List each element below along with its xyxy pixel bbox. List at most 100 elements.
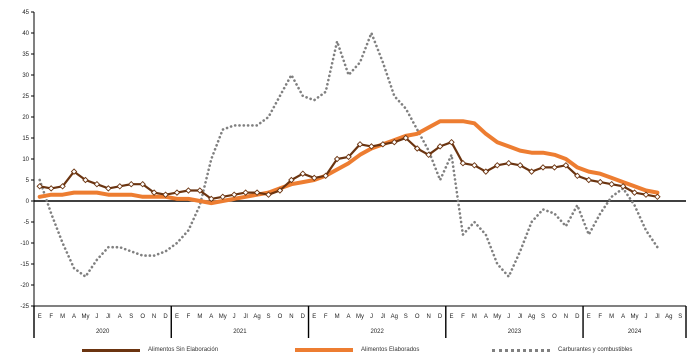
- x-tick-label: M: [609, 314, 614, 320]
- data-point-alimentos-sin-elaboracion: [196, 187, 204, 194]
- data-point-alimentos-sin-elaboracion: [185, 187, 192, 194]
- x-tick-label: N: [426, 314, 430, 320]
- x-tick-label: E: [175, 314, 179, 320]
- data-point-alimentos-sin-elaboracion: [139, 180, 146, 188]
- y-tick-label: -20: [20, 283, 29, 289]
- x-tick-label: O: [415, 314, 420, 320]
- data-point-alimentos-sin-elaboracion: [276, 187, 284, 194]
- x-tick-label: Jl: [106, 314, 110, 320]
- year-label: 2021: [233, 329, 247, 335]
- x-tick-label: S: [129, 314, 133, 320]
- x-tick-label: A: [484, 314, 488, 320]
- x-tick-label: E: [587, 314, 591, 320]
- data-point-alimentos-sin-elaboracion: [265, 191, 272, 198]
- data-point-alimentos-sin-elaboracion: [333, 155, 341, 163]
- y-tick-label: 25: [22, 94, 29, 100]
- legend-swatch-carburantes-y-combustibles: [492, 348, 550, 352]
- data-point-alimentos-sin-elaboracion: [436, 143, 444, 150]
- year-label: 2023: [508, 329, 522, 335]
- y-tick-label: 5: [26, 178, 30, 184]
- legend-item-alimentos-sin-elaboracion: Alimentos Sin Elaboración: [82, 344, 218, 356]
- legend-label-alimentos-sin-elaboracion: Alimentos Sin Elaboración: [148, 347, 219, 353]
- x-tick-label: S: [678, 314, 682, 320]
- legend-label-carburantes-y-combustibles: Carburantes y combustibles: [558, 347, 633, 353]
- x-tick-label: E: [38, 314, 42, 320]
- x-tick-label: Ag: [665, 314, 672, 320]
- y-tick-label: -25: [20, 304, 29, 310]
- y-tick-label: 45: [22, 10, 29, 16]
- data-point-alimentos-sin-elaboracion: [93, 180, 101, 188]
- data-point-alimentos-sin-elaboracion: [654, 193, 661, 201]
- data-point-alimentos-sin-elaboracion: [219, 193, 226, 201]
- legend-swatch-alimentos-elaborados: [295, 348, 353, 352]
- data-point-alimentos-sin-elaboracion: [116, 183, 124, 190]
- x-tick-label: A: [118, 314, 122, 320]
- x-tick-label: Ag: [253, 314, 260, 320]
- legend-swatch-alimentos-sin-elaboracion: [82, 348, 140, 352]
- x-tick-label: D: [438, 314, 443, 320]
- data-point-alimentos-sin-elaboracion: [150, 189, 158, 196]
- x-tick-label: J: [507, 314, 510, 320]
- x-tick-label: Ag: [528, 314, 535, 320]
- x-tick-label: O: [140, 314, 145, 320]
- y-tick-label: 40: [22, 31, 29, 37]
- series-line-alimentos-elaborados: [37, 119, 660, 206]
- x-tick-label: F: [187, 314, 191, 320]
- x-tick-label: O: [278, 314, 283, 320]
- data-point-alimentos-sin-elaboracion: [105, 185, 112, 192]
- x-tick-label: E: [450, 314, 454, 320]
- y-tick-label: -5: [24, 220, 30, 226]
- data-point-alimentos-sin-elaboracion: [208, 195, 215, 203]
- x-tick-label: F: [49, 314, 53, 320]
- data-point-alimentos-sin-elaboracion: [471, 162, 478, 169]
- x-tick-label: M: [60, 314, 65, 320]
- data-point-alimentos-sin-elaboracion: [482, 168, 490, 175]
- x-tick-label: J: [233, 314, 236, 320]
- data-point-alimentos-sin-elaboracion: [425, 151, 432, 159]
- x-tick-label: My: [356, 314, 364, 320]
- x-tick-label: F: [324, 314, 328, 320]
- x-tick-label: S: [404, 314, 408, 320]
- data-point-alimentos-sin-elaboracion: [631, 189, 638, 196]
- year-label: 2022: [370, 329, 384, 335]
- data-point-alimentos-sin-elaboracion: [59, 183, 66, 190]
- data-point-alimentos-sin-elaboracion: [608, 180, 615, 188]
- x-tick-label: F: [598, 314, 602, 320]
- x-tick-label: D: [163, 314, 168, 320]
- x-tick-label: A: [209, 314, 213, 320]
- data-point-alimentos-sin-elaboracion: [448, 138, 455, 146]
- x-tick-label: N: [152, 314, 156, 320]
- data-point-alimentos-sin-elaboracion: [127, 180, 135, 188]
- data-point-alimentos-sin-elaboracion: [539, 164, 547, 171]
- x-tick-label: J: [644, 314, 647, 320]
- data-point-alimentos-sin-elaboracion: [82, 176, 89, 184]
- y-tick-label: 15: [22, 136, 29, 142]
- series-layer: [36, 31, 661, 278]
- series-line-alimentos-sin-elaboracion: [38, 136, 659, 200]
- x-tick-label: D: [575, 314, 580, 320]
- y-tick-label: 0: [26, 199, 30, 205]
- data-point-alimentos-sin-elaboracion: [345, 153, 352, 161]
- data-point-alimentos-sin-elaboracion: [368, 143, 375, 150]
- x-tick-label: My: [219, 314, 227, 320]
- x-tick-label: J: [95, 314, 98, 320]
- legend-item-alimentos-elaborados: Alimentos Elaborados: [295, 344, 419, 356]
- x-tick-label: S: [266, 314, 270, 320]
- x-tick-label: Jl: [243, 314, 247, 320]
- data-point-alimentos-sin-elaboracion: [596, 178, 604, 186]
- data-point-alimentos-sin-elaboracion: [242, 189, 249, 196]
- data-point-alimentos-sin-elaboracion: [459, 159, 467, 167]
- legend-item-carburantes-y-combustibles: Carburantes y combustibles: [492, 344, 632, 356]
- year-label: 2020: [96, 329, 110, 335]
- data-point-alimentos-sin-elaboracion: [379, 141, 387, 148]
- series-line-carburantes-y-combustibles: [38, 31, 659, 278]
- data-point-alimentos-sin-elaboracion: [585, 176, 593, 184]
- x-tick-label: M: [335, 314, 340, 320]
- legend-label-alimentos-elaborados: Alimentos Elaborados: [361, 347, 420, 353]
- data-point-alimentos-sin-elaboracion: [356, 141, 364, 148]
- data-point-alimentos-sin-elaboracion: [230, 191, 238, 198]
- data-point-alimentos-sin-elaboracion: [562, 162, 570, 169]
- data-point-alimentos-sin-elaboracion: [574, 172, 581, 180]
- data-point-alimentos-sin-elaboracion: [47, 185, 55, 192]
